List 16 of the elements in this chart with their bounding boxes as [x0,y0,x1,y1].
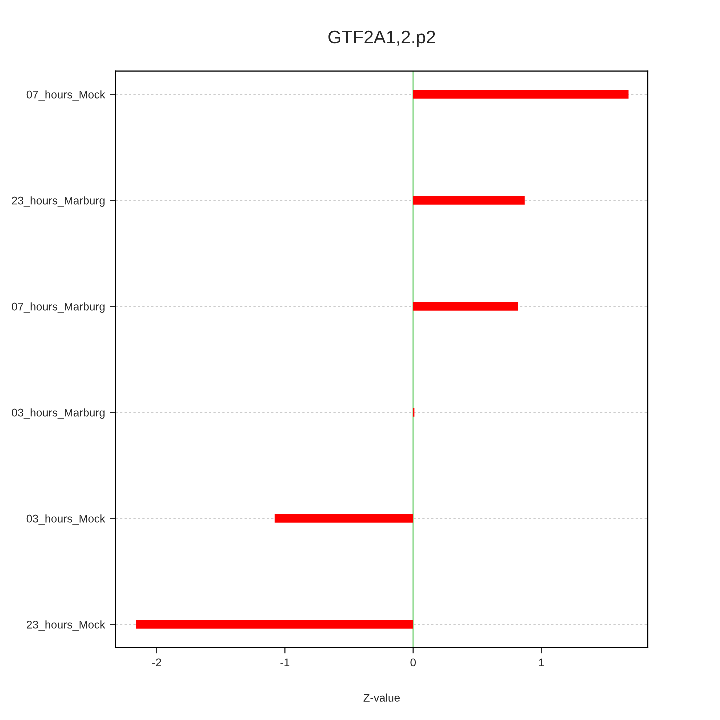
chart-title: GTF2A1,2.p2 [328,30,436,48]
x-tick-label: -1 [280,658,290,666]
bar [413,302,519,311]
bar [413,90,629,99]
x-tick-label: 0 [410,658,416,667]
bar [413,196,525,205]
x-axis-title: Z-value [364,694,400,702]
bar [274,514,414,523]
x-tick-label: 1 [539,658,544,666]
y-tick-label: 23_hours_Marburg [12,196,105,207]
y-tick-label: 03_hours_Marburg [12,408,105,419]
x-tick-label: -2 [152,658,162,666]
y-tick-label: 03_hours_Mock [26,514,106,525]
y-tick-label: 23_hours_Mock [27,620,106,631]
y-tick-label: 07_hours_Mock [26,90,106,101]
y-tick-label: 07_hours_Marburg [12,302,105,313]
